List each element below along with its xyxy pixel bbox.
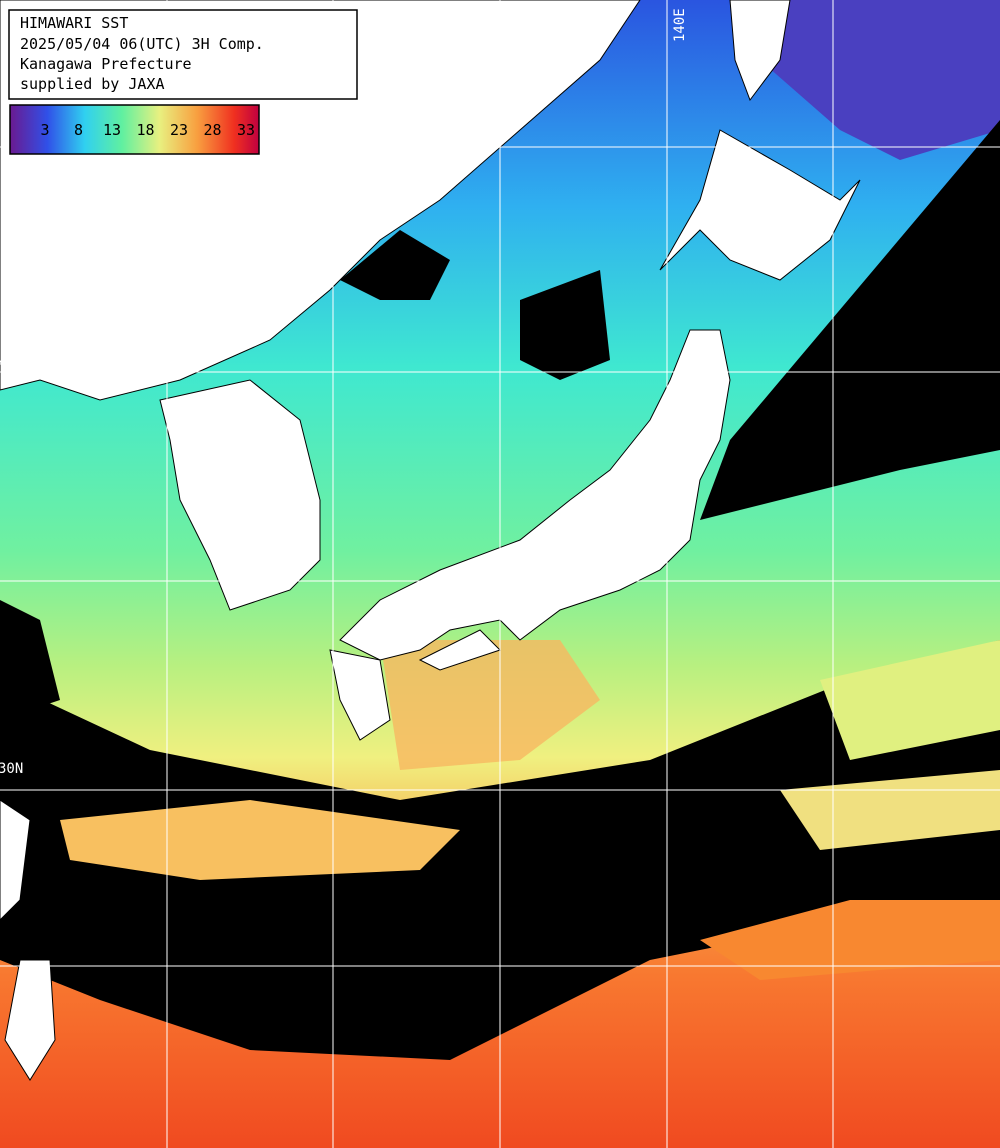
colorbar-labels: 3 8 13 18 23 28 33 (40, 121, 255, 139)
lon-label: 140E (672, 8, 688, 42)
header-line: Kanagawa Prefecture (20, 55, 192, 73)
header-line: supplied by JAXA (20, 75, 165, 93)
land (0, 0, 861, 1081)
header-line: HIMAWARI SST (20, 14, 128, 32)
colorbar-label: 8 (74, 121, 83, 139)
colorbar-label: 33 (237, 121, 255, 139)
header-box: HIMAWARI SST 2025/05/04 06(UTC) 3H Comp.… (8, 9, 358, 100)
lat-label: 30N (0, 761, 23, 777)
lat-label: 40N (0, 355, 23, 371)
colorbar (9, 104, 260, 155)
colorbar-label: 3 (40, 121, 49, 139)
header-line: 2025/05/04 06(UTC) 3H Comp. (20, 35, 264, 53)
colorbar-label: 23 (170, 121, 188, 139)
colorbar-label: 18 (136, 121, 154, 139)
colorbar-label: 13 (103, 121, 121, 139)
colorbar-label: 28 (203, 121, 221, 139)
